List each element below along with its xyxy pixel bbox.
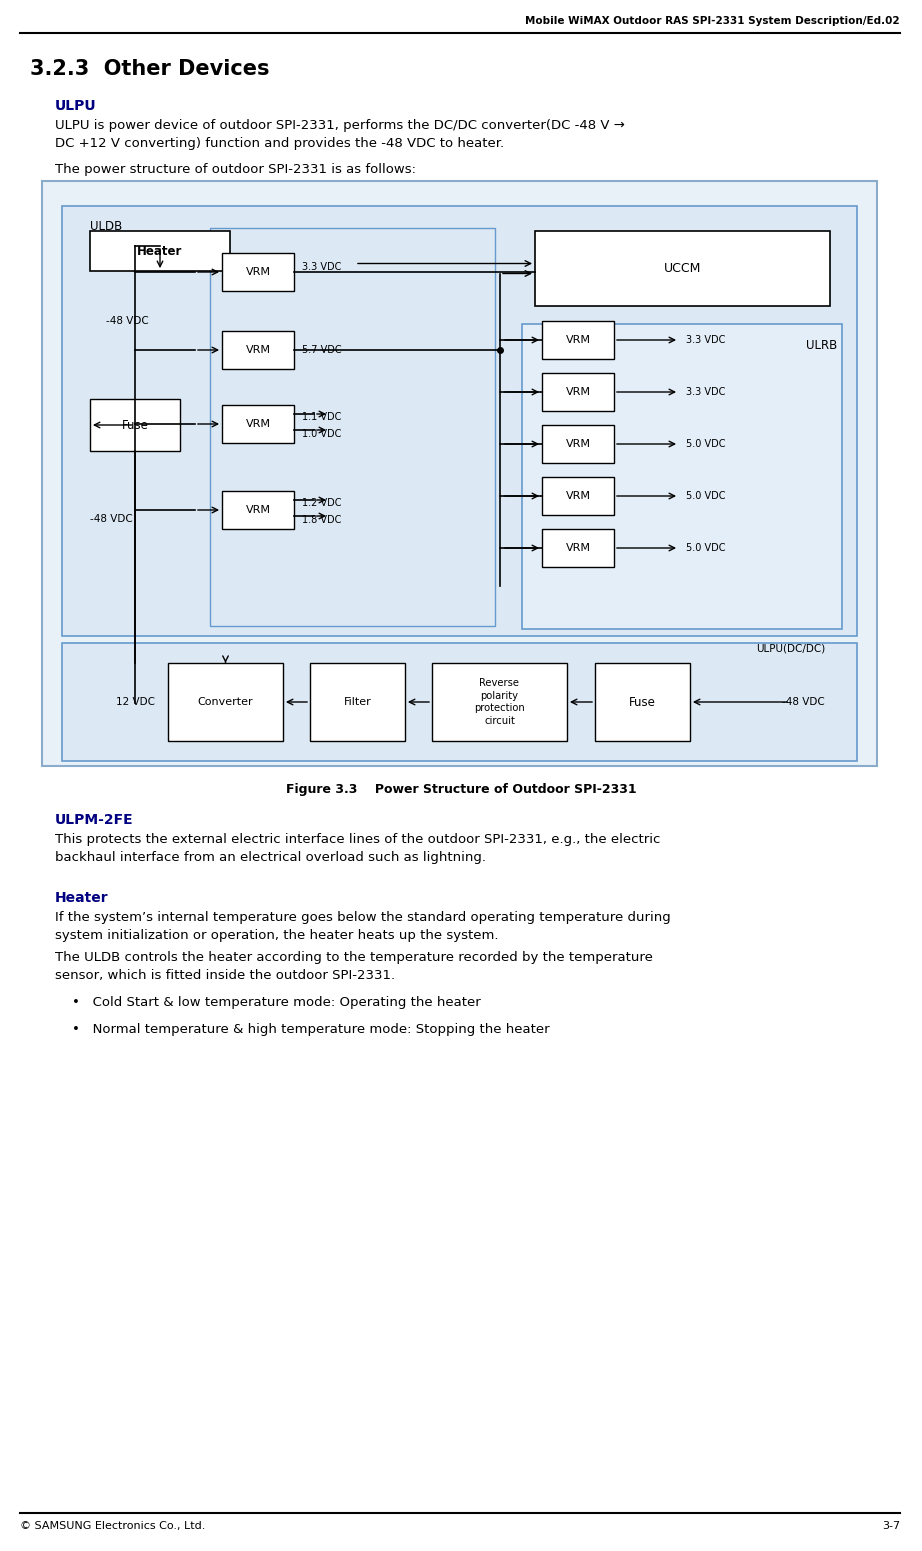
Text: VRM: VRM — [245, 506, 270, 515]
Text: This protects the external electric interface lines of the outdoor SPI-2331, e.g: This protects the external electric inte… — [55, 833, 660, 864]
Text: 3-7: 3-7 — [881, 1522, 900, 1531]
Bar — [168, 662, 283, 741]
Text: 5.7 VDC: 5.7 VDC — [302, 344, 342, 355]
Text: Heater: Heater — [137, 245, 183, 257]
Text: Fuse: Fuse — [629, 695, 656, 709]
Bar — [222, 330, 294, 369]
Bar — [522, 324, 842, 630]
Bar — [535, 231, 830, 306]
Bar — [542, 425, 614, 464]
Text: Heater: Heater — [55, 890, 109, 904]
Text: The power structure of outdoor SPI-2331 is as follows:: The power structure of outdoor SPI-2331 … — [55, 163, 416, 175]
Bar — [62, 206, 857, 636]
Text: VRM: VRM — [245, 419, 270, 430]
Text: VRM: VRM — [565, 492, 590, 501]
Text: 5.0 VDC: 5.0 VDC — [686, 543, 726, 554]
Text: If the system’s internal temperature goes below the standard operating temperatu: If the system’s internal temperature goe… — [55, 910, 670, 941]
Text: VRM: VRM — [245, 267, 270, 278]
Text: •   Cold Start & low temperature mode: Operating the heater: • Cold Start & low temperature mode: Ope… — [72, 996, 480, 1010]
Text: 3.2.3  Other Devices: 3.2.3 Other Devices — [30, 59, 269, 79]
Text: 5.0 VDC: 5.0 VDC — [686, 492, 726, 501]
Text: ULPU(DC/DC): ULPU(DC/DC) — [756, 644, 825, 653]
Text: 3.3 VDC: 3.3 VDC — [302, 262, 341, 271]
Text: Converter: Converter — [197, 696, 254, 707]
Text: UCCM: UCCM — [664, 262, 702, 275]
Bar — [432, 662, 567, 741]
Text: 1.0 VDC: 1.0 VDC — [302, 430, 341, 439]
Text: VRM: VRM — [245, 344, 270, 355]
Bar — [62, 644, 857, 762]
Bar — [310, 662, 405, 741]
Text: The ULDB controls the heater according to the temperature recorded by the temper: The ULDB controls the heater according t… — [55, 951, 653, 982]
Bar — [222, 492, 294, 529]
Text: ULPM-2FE: ULPM-2FE — [55, 813, 134, 827]
Bar — [222, 405, 294, 444]
Text: 5.0 VDC: 5.0 VDC — [686, 439, 726, 448]
Text: Fuse: Fuse — [122, 419, 148, 431]
Text: 1.8 VDC: 1.8 VDC — [302, 515, 341, 524]
Text: 3.3 VDC: 3.3 VDC — [686, 388, 726, 397]
Text: 1.1 VDC: 1.1 VDC — [302, 413, 341, 422]
Text: -48 VDC: -48 VDC — [90, 513, 133, 524]
Text: -48 VDC: -48 VDC — [782, 696, 825, 707]
Text: 1.2 VDC: 1.2 VDC — [302, 498, 341, 509]
Bar — [210, 228, 495, 627]
Text: Mobile WiMAX Outdoor RAS SPI-2331 System Description/Ed.02: Mobile WiMAX Outdoor RAS SPI-2331 System… — [526, 16, 900, 26]
Text: ULDB: ULDB — [90, 220, 123, 233]
Text: © SAMSUNG Electronics Co., Ltd.: © SAMSUNG Electronics Co., Ltd. — [20, 1522, 206, 1531]
Bar — [542, 529, 614, 568]
Text: 3.3 VDC: 3.3 VDC — [686, 335, 726, 344]
Bar — [542, 321, 614, 358]
Text: VRM: VRM — [565, 388, 590, 397]
Bar — [42, 181, 877, 766]
Text: VRM: VRM — [565, 335, 590, 344]
Bar — [542, 478, 614, 515]
Text: 12 VDC: 12 VDC — [116, 696, 155, 707]
Bar — [90, 231, 230, 271]
Text: Reverse
polarity
protection
circuit: Reverse polarity protection circuit — [474, 678, 525, 726]
Text: ULPU is power device of outdoor SPI-2331, performs the DC/DC converter(DC -48 V : ULPU is power device of outdoor SPI-2331… — [55, 119, 625, 150]
Bar — [222, 253, 294, 292]
Bar — [542, 372, 614, 411]
Text: Filter: Filter — [344, 696, 372, 707]
Text: ULRB: ULRB — [806, 340, 837, 352]
Bar — [90, 399, 180, 451]
Bar — [595, 662, 690, 741]
Text: Figure 3.3    Power Structure of Outdoor SPI-2331: Figure 3.3 Power Structure of Outdoor SP… — [286, 783, 636, 796]
Text: VRM: VRM — [565, 543, 590, 554]
Text: -48 VDC: -48 VDC — [106, 316, 148, 326]
Text: ULPU: ULPU — [55, 99, 97, 113]
Text: VRM: VRM — [565, 439, 590, 448]
Text: •   Normal temperature & high temperature mode: Stopping the heater: • Normal temperature & high temperature … — [72, 1024, 550, 1036]
